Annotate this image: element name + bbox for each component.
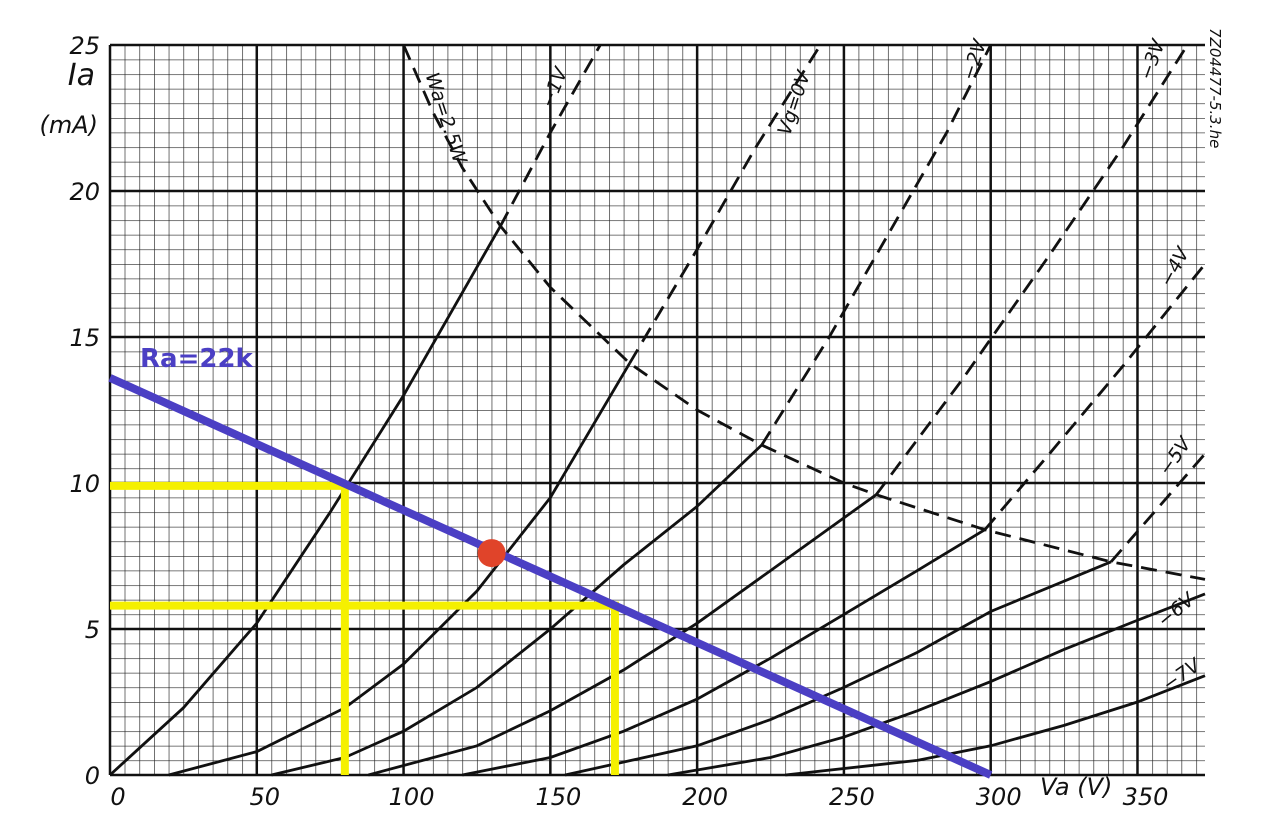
- characteristic-curve: [462, 528, 986, 777]
- characteristic-curve: [271, 444, 763, 777]
- y-tick-label: 20: [69, 178, 100, 206]
- power-curve: [402, 44, 1206, 581]
- y-axis-label: Ia: [68, 58, 95, 93]
- characteristic-curve: [168, 362, 631, 777]
- operating-point: [477, 539, 506, 568]
- characteristic-curve: [785, 674, 1206, 777]
- x-tick-label: 150: [535, 783, 581, 811]
- x-tick-label: 300: [976, 783, 1022, 811]
- characteristic-curve-dashed: [499, 44, 602, 227]
- x-tick-label: 0: [110, 783, 125, 811]
- characteristic-curve-dashed: [760, 44, 992, 446]
- y-axis-unit: (mA): [39, 111, 98, 139]
- y-tick-label: 5: [85, 616, 100, 644]
- characteristic-curve-dashed: [983, 263, 1207, 531]
- characteristic-curve: [667, 592, 1206, 777]
- y-tick-label: 15: [69, 324, 100, 352]
- x-axis-label: Va (V): [1040, 773, 1112, 801]
- x-tick-label: 350: [1123, 783, 1169, 811]
- minor-grid: [110, 45, 1205, 775]
- characteristic-curve: [109, 225, 502, 777]
- characteristic-curve: [367, 493, 878, 777]
- x-tick-label: 200: [682, 783, 728, 811]
- x-tick-label: 100: [389, 783, 435, 811]
- characteristic-curve-dashed: [628, 44, 822, 364]
- y-tick-label: 0: [85, 762, 100, 790]
- side-code: 7Z04477-5.3.he: [1206, 28, 1224, 148]
- y-tick-label: 25: [69, 32, 100, 60]
- characteristic-curve: [564, 560, 1112, 777]
- y-tick-label: 10: [69, 470, 100, 498]
- x-tick-label: 50: [250, 783, 281, 811]
- x-tick-label: 250: [829, 783, 875, 811]
- load-line: [108, 374, 993, 779]
- load-line-label: Ra=22k: [140, 344, 254, 374]
